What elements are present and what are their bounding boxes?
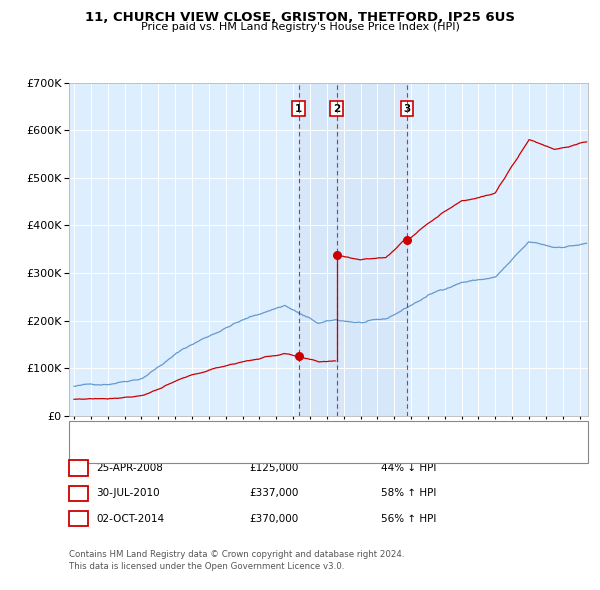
Point xyxy=(402,235,412,244)
Text: 58% ↑ HPI: 58% ↑ HPI xyxy=(381,489,436,498)
Text: HPI: Average price, detached house, Breckland: HPI: Average price, detached house, Brec… xyxy=(111,446,341,456)
Text: 11, CHURCH VIEW CLOSE, GRISTON, THETFORD, IP25 6US: 11, CHURCH VIEW CLOSE, GRISTON, THETFORD… xyxy=(85,11,515,24)
Text: 25-APR-2008: 25-APR-2008 xyxy=(96,463,163,473)
Text: £125,000: £125,000 xyxy=(249,463,298,473)
Text: ——: —— xyxy=(78,426,103,439)
Point xyxy=(332,251,341,260)
Text: 56% ↑ HPI: 56% ↑ HPI xyxy=(381,514,436,523)
Point xyxy=(294,352,304,361)
Text: Contains HM Land Registry data © Crown copyright and database right 2024.: Contains HM Land Registry data © Crown c… xyxy=(69,550,404,559)
Text: 2: 2 xyxy=(333,104,340,114)
Text: Price paid vs. HM Land Registry's House Price Index (HPI): Price paid vs. HM Land Registry's House … xyxy=(140,22,460,32)
Bar xyxy=(299,83,337,416)
Text: 1: 1 xyxy=(295,104,302,114)
Text: 44% ↓ HPI: 44% ↓ HPI xyxy=(381,463,436,473)
Text: 11, CHURCH VIEW CLOSE, GRISTON, THETFORD, IP25 6US (detached house): 11, CHURCH VIEW CLOSE, GRISTON, THETFORD… xyxy=(111,428,484,438)
Text: 3: 3 xyxy=(403,104,410,114)
Text: 02-OCT-2014: 02-OCT-2014 xyxy=(96,514,164,523)
Text: 1: 1 xyxy=(75,463,82,473)
Text: 30-JUL-2010: 30-JUL-2010 xyxy=(96,489,160,498)
Bar xyxy=(337,83,407,416)
Text: 2: 2 xyxy=(75,489,82,498)
Text: £337,000: £337,000 xyxy=(249,489,298,498)
Text: £370,000: £370,000 xyxy=(249,514,298,523)
Text: This data is licensed under the Open Government Licence v3.0.: This data is licensed under the Open Gov… xyxy=(69,562,344,571)
Text: 3: 3 xyxy=(75,514,82,523)
Text: ——: —— xyxy=(78,445,103,458)
